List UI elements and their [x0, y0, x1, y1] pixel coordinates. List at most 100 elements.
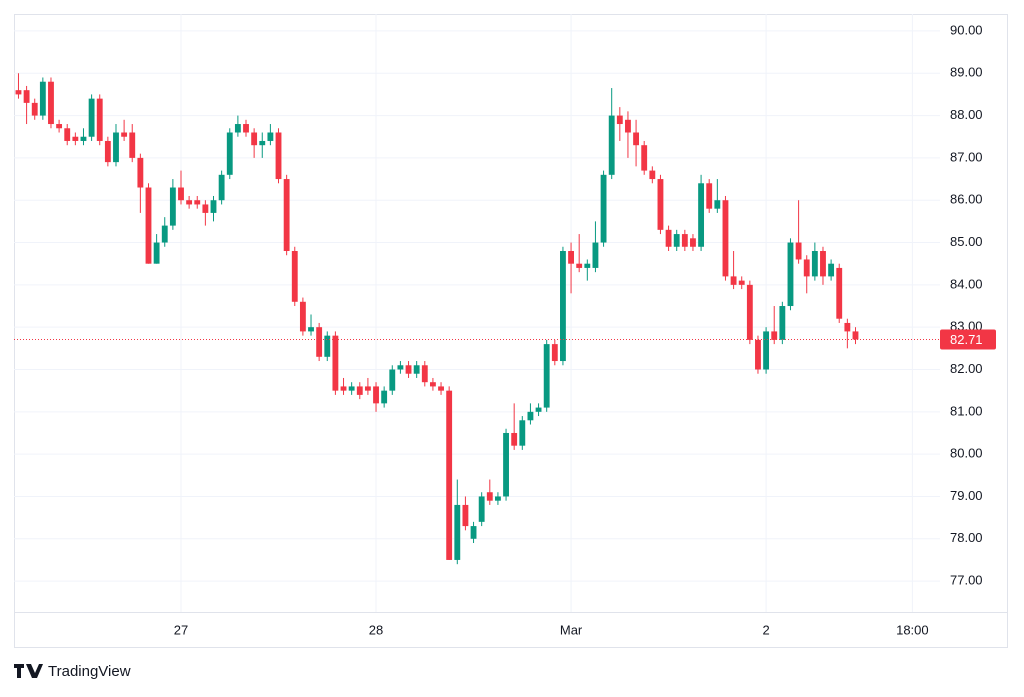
chart-frame: [14, 14, 1008, 648]
candle-body: [96, 98, 103, 141]
candle-body: [820, 250, 826, 277]
candle-body: [738, 280, 745, 285]
candle-body: [291, 250, 298, 302]
candle-body: [633, 132, 639, 146]
y-tick-label: 77.00: [950, 573, 983, 588]
candle-body: [803, 259, 810, 277]
candle-body: [397, 365, 404, 370]
candle-body: [592, 242, 599, 268]
candle-body: [600, 174, 607, 243]
candle-body: [568, 250, 574, 264]
candle-body: [251, 132, 258, 146]
candle-body: [706, 183, 713, 209]
candle-body: [616, 115, 623, 125]
candle-body: [690, 238, 696, 247]
candle-body: [243, 124, 249, 133]
x-tick-label: Mar: [560, 622, 583, 637]
y-tick-label: 90.00: [950, 22, 983, 37]
candle-body: [576, 263, 583, 268]
candle-body: [429, 382, 436, 387]
candle-body: [283, 179, 290, 251]
candle-body: [641, 145, 648, 171]
candle-body: [413, 365, 420, 374]
candle-body: [15, 90, 22, 95]
candle-body: [714, 200, 721, 209]
candle-body: [795, 242, 802, 260]
candle-body: [218, 174, 225, 201]
candle-body: [332, 335, 339, 391]
candle-body: [80, 136, 87, 141]
candle-body: [698, 183, 705, 247]
candle-body: [72, 136, 79, 141]
candle-body: [373, 386, 379, 404]
candle-body: [364, 386, 371, 391]
candle-body: [787, 242, 794, 307]
candle-body: [811, 250, 818, 277]
y-tick-label: 85.00: [950, 234, 983, 249]
candle-body: [153, 242, 160, 264]
y-tick-label: 88.00: [950, 107, 983, 122]
last-price-label: 82.71: [950, 332, 983, 347]
candle-body: [39, 81, 46, 116]
candle-body: [202, 204, 209, 213]
candle-body: [48, 81, 54, 125]
candle-body: [836, 267, 843, 319]
logo-icon: [14, 664, 43, 678]
candle-body: [340, 386, 347, 391]
candle-body: [746, 284, 753, 340]
candle-body: [56, 124, 63, 129]
candle-body: [844, 322, 851, 332]
candle-body: [275, 132, 282, 180]
candle-body: [356, 386, 363, 395]
candle-body: [478, 496, 485, 522]
candle-body: [730, 276, 737, 285]
candle-body: [511, 432, 518, 446]
candle-body: [316, 327, 323, 357]
candle-body: [608, 115, 615, 175]
candle-body: [178, 187, 184, 201]
candle-body: [421, 365, 428, 383]
candle-body: [771, 331, 778, 340]
candle-body: [348, 386, 355, 391]
candle-body: [649, 170, 656, 180]
candle-body: [389, 369, 396, 391]
x-tick-label: 2: [762, 622, 769, 637]
candle-body: [446, 390, 453, 560]
candle-body: [462, 504, 469, 527]
candle-body: [259, 140, 266, 146]
candle-body: [104, 140, 111, 163]
x-tick-label: 27: [174, 622, 188, 637]
brand-logo: [14, 664, 43, 678]
brand-name: TradingView: [48, 663, 131, 680]
candle-body: [381, 390, 388, 404]
candle-body: [527, 411, 534, 421]
candle-body: [299, 301, 306, 332]
x-tick-label: 18:00: [896, 622, 929, 637]
candle-body: [121, 132, 128, 137]
y-tick-label: 84.00: [950, 276, 983, 291]
y-tick-label: 78.00: [950, 530, 983, 545]
candle-body: [779, 306, 786, 340]
candle-body: [560, 250, 566, 362]
candle-body: [763, 331, 770, 370]
candle-body: [519, 420, 526, 446]
candle-body: [681, 234, 688, 247]
x-tick-label: 28: [369, 622, 383, 637]
candle-body: [503, 432, 509, 497]
candle-body: [129, 132, 136, 158]
y-tick-label: 80.00: [950, 446, 983, 461]
candle-body: [584, 263, 591, 268]
candle-body: [145, 187, 152, 264]
candle-body: [755, 339, 761, 370]
y-tick-label: 82.00: [950, 361, 983, 376]
candle-body: [324, 335, 331, 357]
candle-body: [828, 263, 835, 277]
candle-body: [657, 179, 664, 230]
candle-body: [31, 102, 38, 116]
candle-body: [405, 365, 412, 374]
candle-body: [267, 132, 274, 141]
y-tick-label: 79.00: [950, 488, 983, 503]
candle-body: [665, 229, 672, 247]
